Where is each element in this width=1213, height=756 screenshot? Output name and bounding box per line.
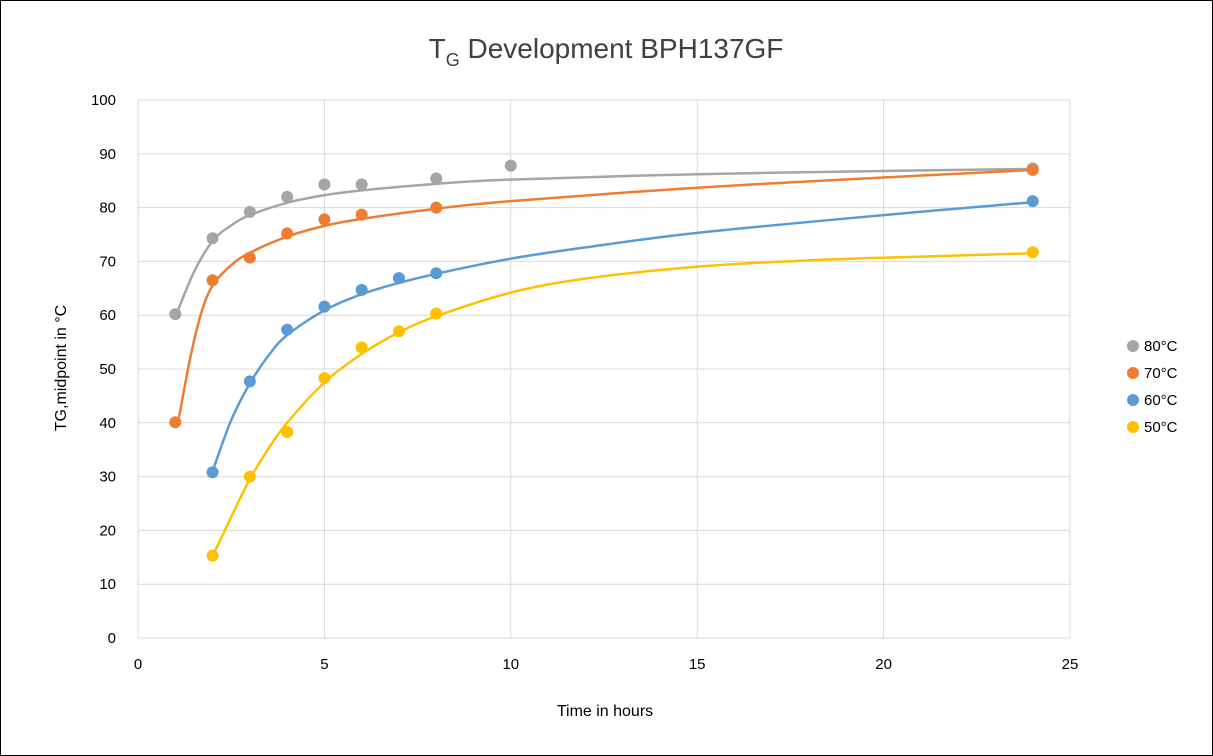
y-tick-label-30: 30: [99, 469, 116, 486]
trendline-80c: [175, 167, 1033, 313]
x-axis-ticks: 0 5 10 15 20 25: [134, 656, 1079, 673]
data-point-80c-1: [206, 232, 219, 245]
data-point-80c-3: [281, 190, 294, 203]
legend-label-60c: 60°C: [1144, 392, 1178, 409]
y-tick-label-50: 50: [99, 361, 116, 378]
chart-title-rest: Development BPH137GF: [460, 33, 784, 64]
data-point-70c-6: [430, 201, 443, 214]
y-tick-label-80: 80: [99, 200, 116, 217]
y-tick-label-100: 100: [91, 92, 116, 109]
data-point-70c-4: [318, 213, 331, 226]
legend-marker-50c: [1127, 421, 1139, 433]
chart-title-main: T: [429, 33, 446, 64]
legend-label-70c: 70°C: [1144, 365, 1178, 382]
data-point-70c-0: [169, 416, 182, 429]
trendline-70c: [177, 168, 1033, 418]
data-point-50c-0: [206, 549, 219, 562]
x-tick-label-10: 10: [502, 656, 519, 673]
trendline-50c: [211, 252, 1033, 557]
data-point-60c-3: [318, 300, 331, 313]
data-point-70c-5: [355, 208, 368, 221]
data-point-50c-5: [392, 325, 405, 338]
data-point-60c-0: [206, 466, 219, 479]
data-point-70c-3: [281, 227, 294, 240]
trendline-60c: [211, 200, 1033, 472]
data-point-80c-2: [243, 205, 256, 218]
data-point-50c-4: [355, 341, 368, 354]
data-point-50c-7: [1026, 246, 1039, 259]
y-tick-label-0: 0: [108, 630, 116, 647]
legend-label-50c: 50°C: [1144, 419, 1178, 436]
chart-title: TG Development BPH137GF: [429, 33, 784, 70]
x-tick-label-20: 20: [875, 656, 892, 673]
gridlines: [137, 99, 1071, 639]
data-point-60c-7: [1026, 195, 1039, 208]
data-point-60c-2: [281, 323, 294, 336]
data-point-80c-7: [504, 159, 517, 172]
data-point-70c-1: [206, 274, 219, 287]
legend-label-80c: 80°C: [1144, 338, 1178, 355]
data-point-80c-6: [430, 172, 443, 185]
data-point-60c-6: [430, 267, 443, 280]
x-tick-label-5: 5: [320, 656, 328, 673]
data-point-50c-3: [318, 372, 331, 385]
y-tick-label-90: 90: [99, 146, 116, 163]
y-tick-label-40: 40: [99, 415, 116, 432]
legend-marker-60c: [1127, 394, 1139, 406]
data-point-70c-7: [1026, 163, 1039, 176]
data-point-70c-2: [243, 251, 256, 264]
y-axis-ticks: 0 10 20 30 40 50 60 70 80 90 100: [91, 92, 116, 647]
x-tick-label-0: 0: [134, 656, 142, 673]
legend: 80°C 70°C 60°C 50°C: [1127, 338, 1178, 436]
legend-marker-70c: [1127, 367, 1139, 379]
y-tick-label-10: 10: [99, 576, 116, 593]
x-tick-label-15: 15: [689, 656, 706, 673]
data-point-50c-2: [281, 425, 294, 438]
data-point-50c-1: [243, 470, 256, 483]
data-point-50c-6: [430, 307, 443, 320]
y-tick-label-60: 60: [99, 307, 116, 324]
data-points: [169, 159, 1039, 562]
data-point-80c-4: [318, 178, 331, 191]
x-axis-label: Time in hours: [557, 703, 653, 720]
y-tick-label-20: 20: [99, 522, 116, 539]
y-tick-label-70: 70: [99, 253, 116, 270]
chart-title-subscript: G: [446, 50, 460, 70]
data-point-80c-5: [355, 178, 368, 191]
data-point-60c-4: [355, 283, 368, 296]
data-point-60c-1: [243, 375, 256, 388]
trendlines: [175, 167, 1033, 557]
legend-marker-80c: [1127, 340, 1139, 352]
data-point-80c-0: [169, 308, 182, 321]
y-axis-label: TG,midpoint in °C: [53, 305, 70, 431]
x-tick-label-25: 25: [1062, 656, 1079, 673]
data-point-60c-5: [392, 272, 405, 285]
